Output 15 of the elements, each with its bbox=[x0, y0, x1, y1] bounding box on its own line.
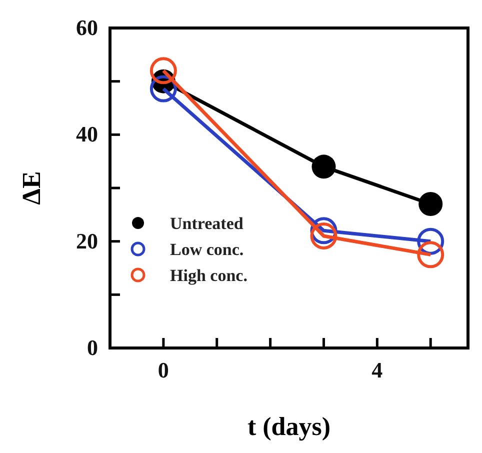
y-tick-label: 60 bbox=[76, 15, 98, 40]
y-tick-label: 0 bbox=[87, 335, 98, 360]
point bbox=[417, 241, 444, 268]
point bbox=[312, 154, 336, 179]
point bbox=[418, 192, 443, 216]
y-tick-label: 20 bbox=[76, 228, 98, 254]
point bbox=[310, 222, 338, 250]
legend-label: Untreated bbox=[170, 214, 244, 233]
x-tick-label: 4 bbox=[372, 358, 383, 383]
x-axis-title: t (days) bbox=[247, 412, 331, 441]
y-tick-label: 40 bbox=[76, 122, 98, 147]
legend-label: Low conc. bbox=[170, 240, 244, 259]
point bbox=[150, 57, 177, 84]
legend-label: High conc. bbox=[170, 266, 248, 285]
y-axis-title: ΔE bbox=[17, 171, 46, 205]
